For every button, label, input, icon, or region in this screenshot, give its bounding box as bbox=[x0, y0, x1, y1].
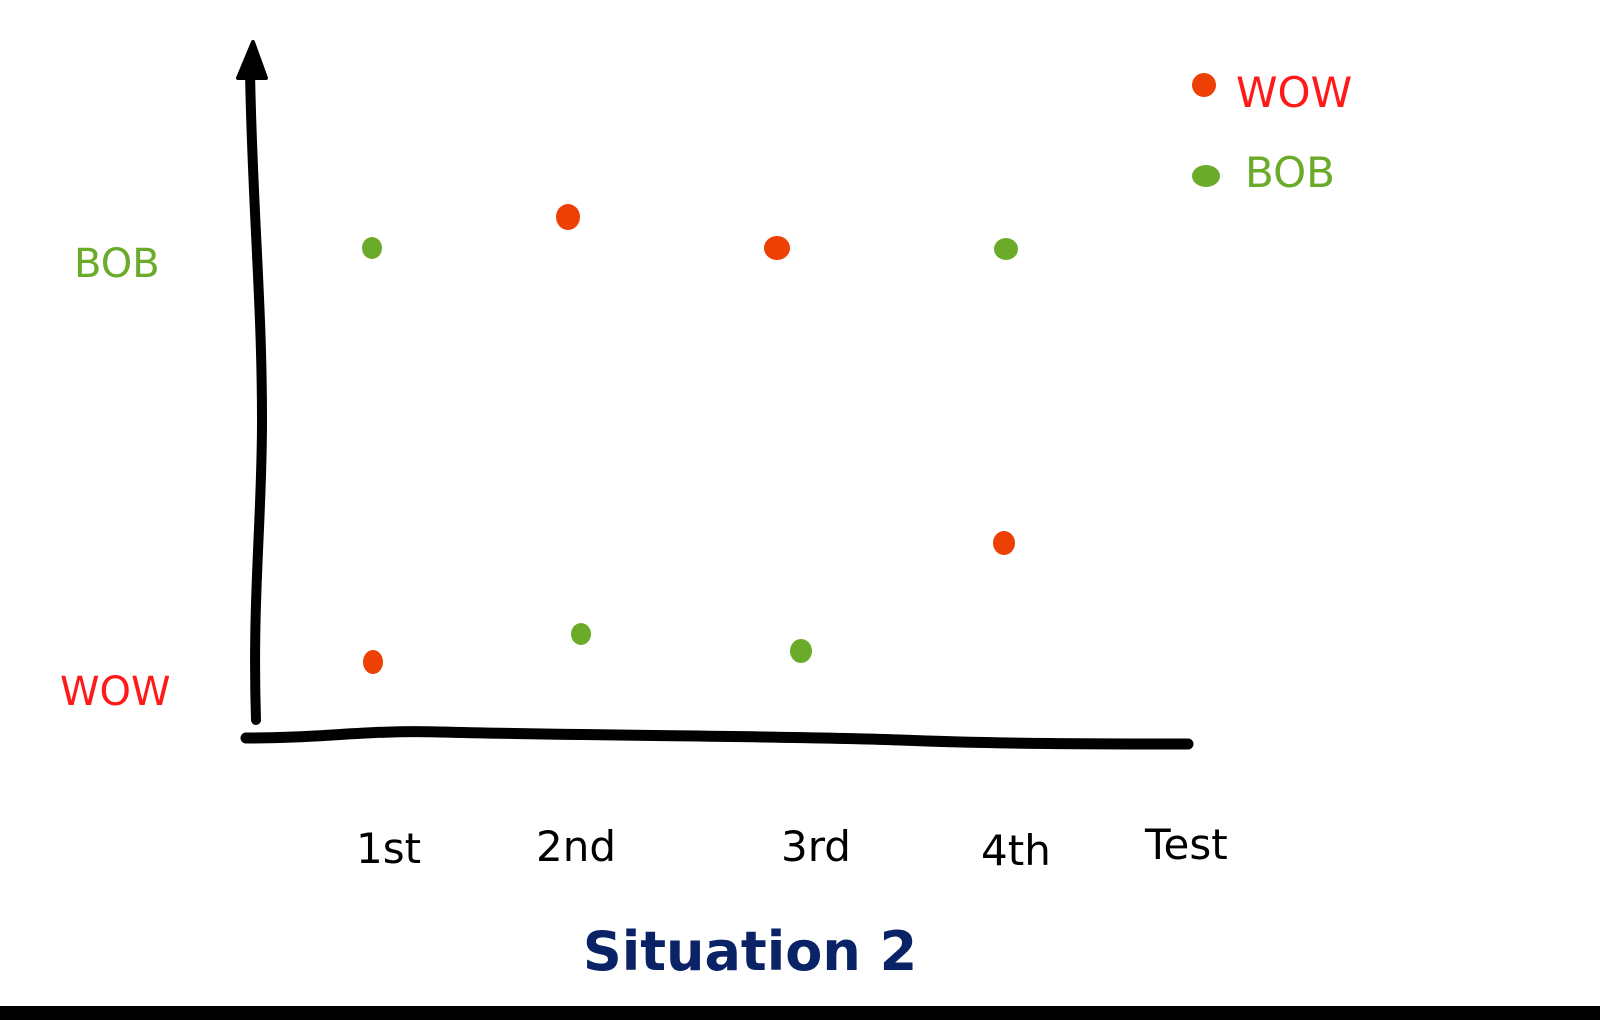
data-point-bob-2nd[interactable] bbox=[571, 623, 591, 645]
y-label-bob: BOB bbox=[74, 241, 160, 287]
series-bob bbox=[362, 237, 1018, 663]
x-tick-test: Test bbox=[1145, 820, 1228, 869]
series-wow bbox=[363, 204, 1015, 674]
data-point-bob-1st[interactable] bbox=[362, 237, 382, 259]
x-tick-4th: 4th bbox=[981, 826, 1051, 875]
x-axis-line bbox=[240, 726, 1194, 750]
data-point-wow-1st[interactable] bbox=[363, 650, 383, 674]
y-axis-line bbox=[245, 65, 268, 725]
legend-marker-bob-icon bbox=[1192, 165, 1220, 187]
data-point-wow-3rd[interactable] bbox=[764, 236, 790, 260]
chart-title: Situation 2 bbox=[582, 920, 918, 983]
legend-label-wow: WOW bbox=[1236, 68, 1353, 117]
legend-marker-wow-icon bbox=[1192, 73, 1216, 97]
legend-label-bob: BOB bbox=[1245, 148, 1335, 197]
data-point-wow-2nd[interactable] bbox=[556, 204, 580, 230]
y-axis-arrow-icon bbox=[236, 40, 268, 80]
data-point-wow-4th[interactable] bbox=[993, 531, 1015, 555]
y-label-wow: WOW bbox=[60, 669, 171, 715]
x-tick-3rd: 3rd bbox=[781, 822, 851, 871]
data-point-bob-4th[interactable] bbox=[994, 238, 1018, 260]
x-tick-2nd: 2nd bbox=[536, 822, 617, 871]
bottom-black-bar bbox=[0, 1006, 1600, 1020]
x-tick-1st: 1st bbox=[356, 824, 422, 873]
data-point-bob-3rd[interactable] bbox=[790, 639, 812, 663]
